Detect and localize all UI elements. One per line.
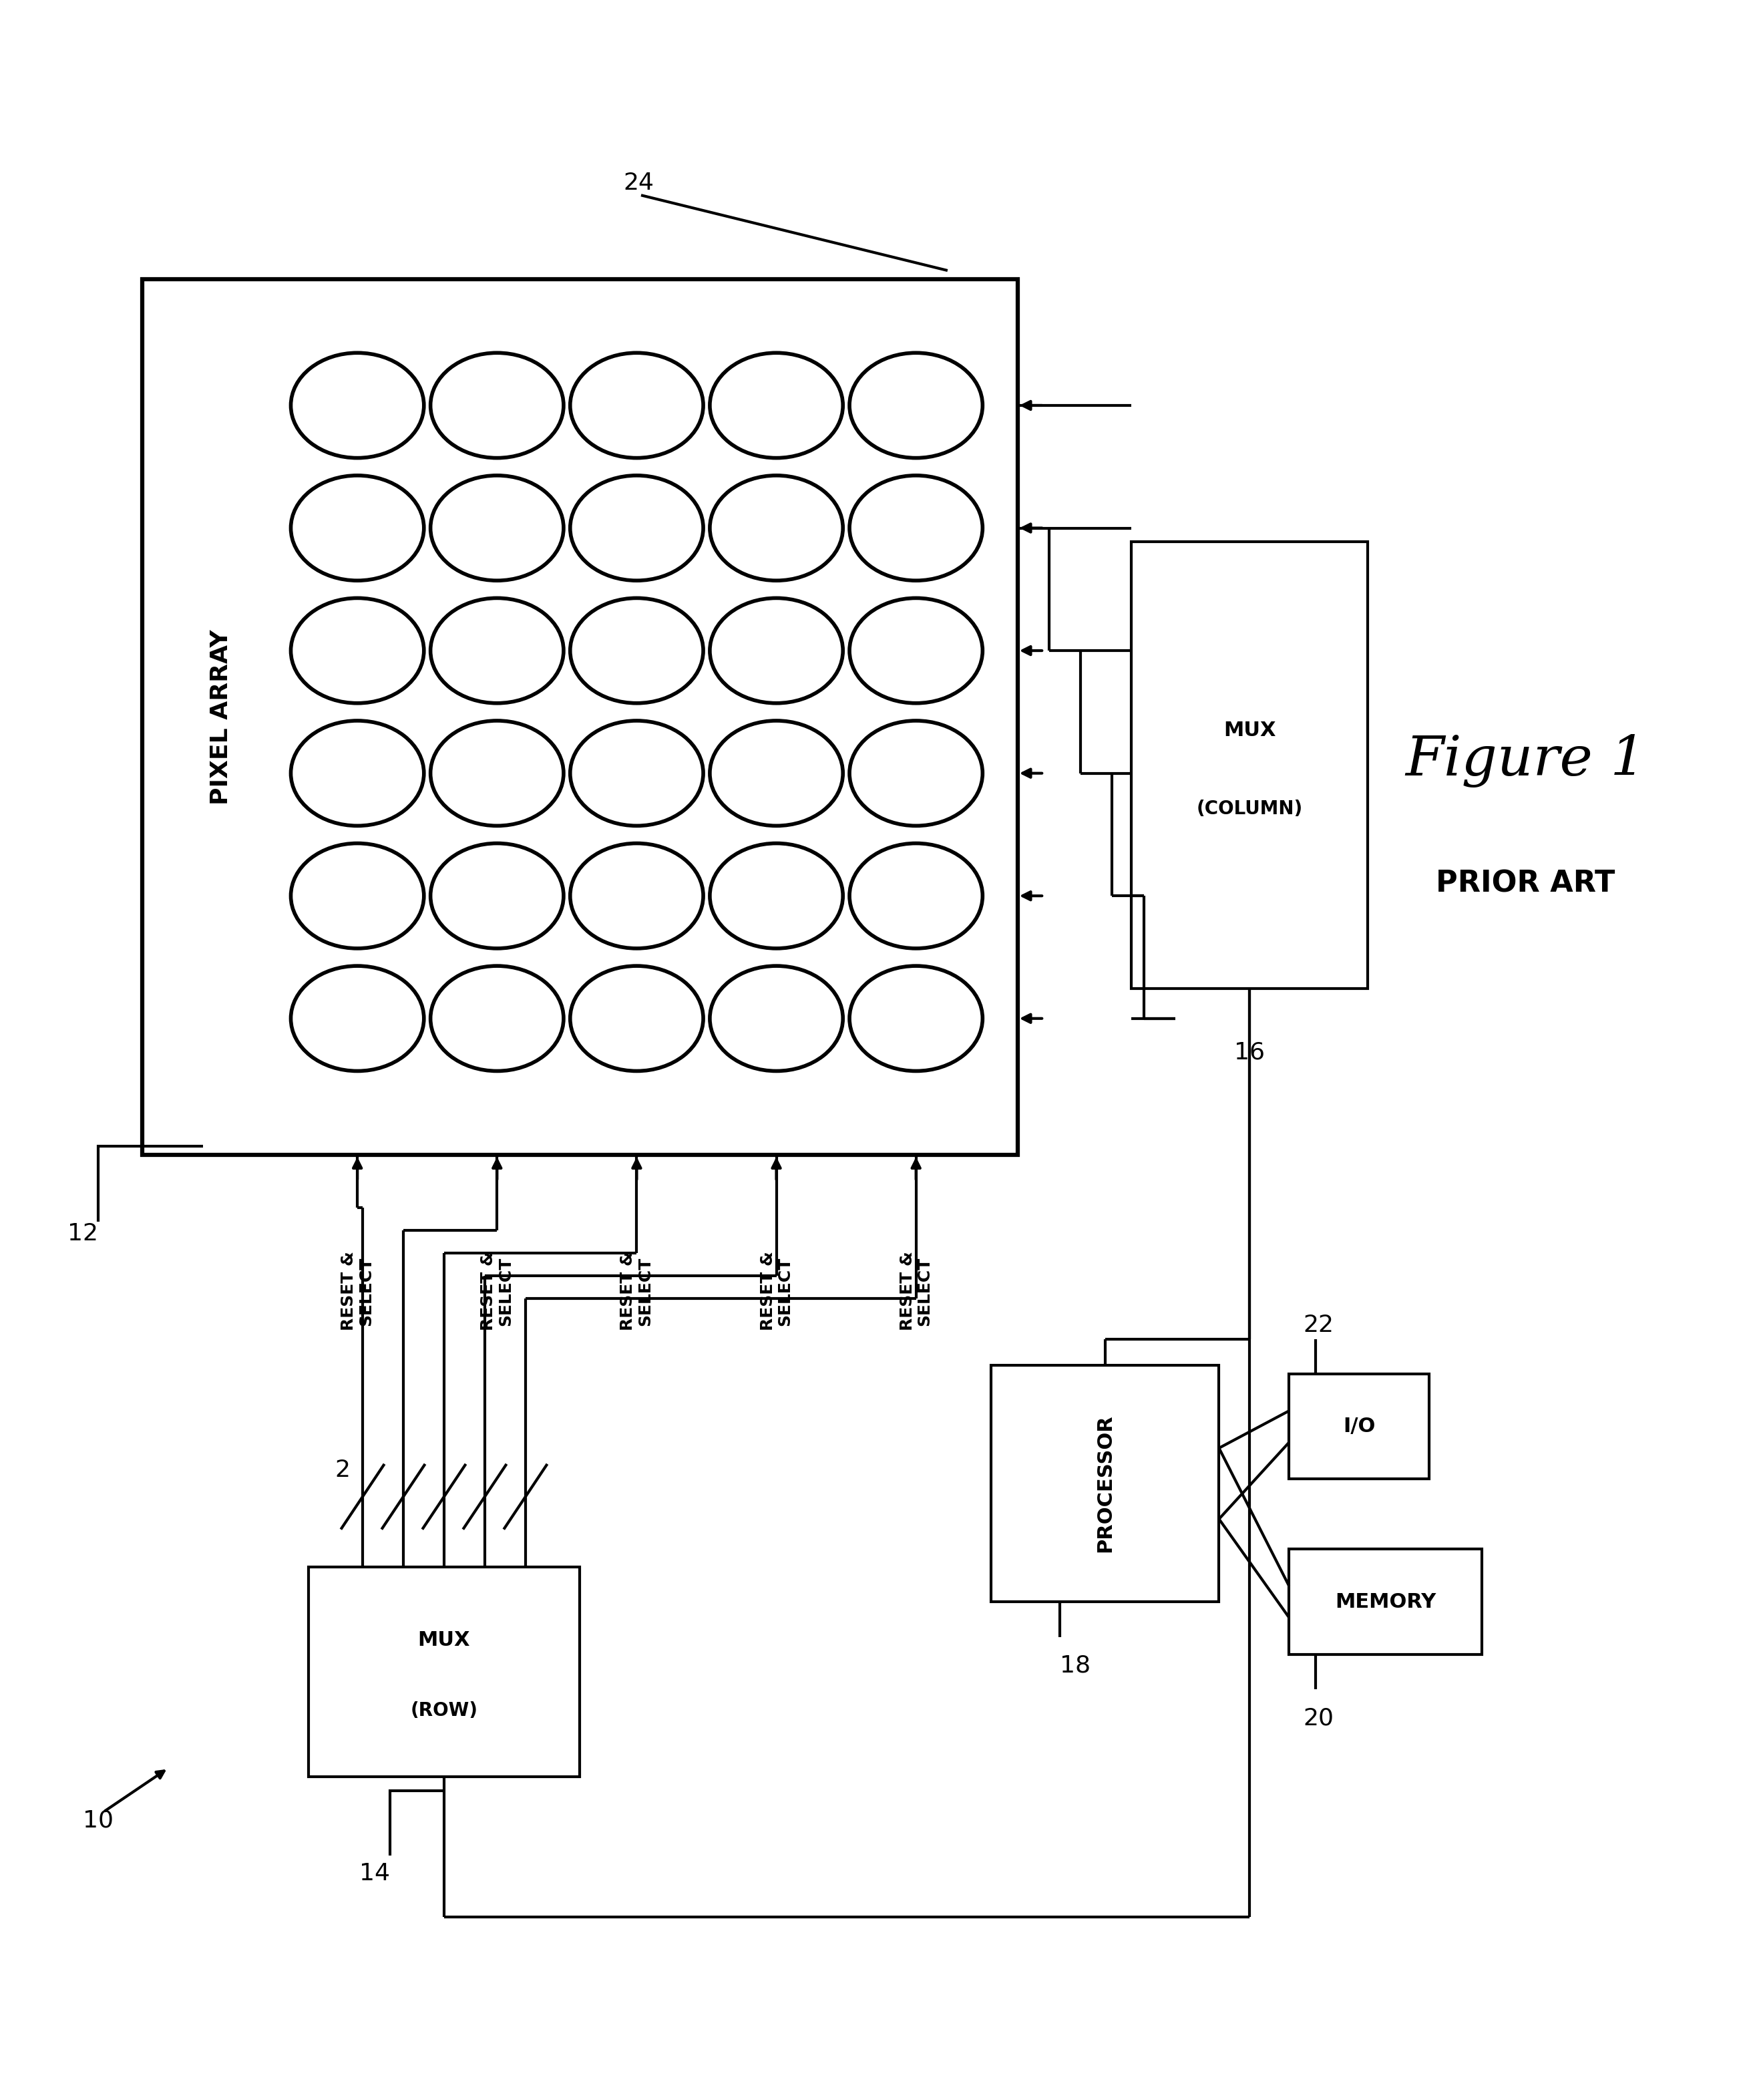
Text: MEMORY: MEMORY — [1336, 1592, 1436, 1611]
Text: RESET &
SELECT: RESET & SELECT — [481, 1252, 514, 1331]
Bar — [1290, 1550, 1481, 1655]
Bar — [142, 279, 1018, 1155]
Text: 22: 22 — [1302, 1315, 1334, 1336]
Text: 24: 24 — [623, 172, 655, 195]
Text: Figure 1: Figure 1 — [1406, 735, 1646, 787]
Text: 10: 10 — [82, 1810, 114, 1831]
Bar — [309, 1567, 579, 1777]
Text: RESET &
SELECT: RESET & SELECT — [620, 1252, 653, 1331]
Text: RESET &
SELECT: RESET & SELECT — [760, 1252, 793, 1331]
Text: 18: 18 — [1060, 1655, 1090, 1678]
Text: PIXEL ARRAY: PIXEL ARRAY — [209, 630, 232, 804]
Text: I/O: I/O — [1343, 1418, 1376, 1436]
Text: MUX: MUX — [418, 1630, 470, 1651]
Text: 14: 14 — [360, 1863, 390, 1884]
Text: PRIOR ART: PRIOR ART — [1436, 869, 1615, 899]
Text: 20: 20 — [1302, 1707, 1334, 1730]
Bar — [1290, 1373, 1429, 1478]
Text: 2: 2 — [335, 1459, 349, 1483]
Text: MUX: MUX — [1223, 720, 1276, 739]
Text: RESET &
SELECT: RESET & SELECT — [899, 1252, 932, 1331]
Text: 12: 12 — [67, 1222, 98, 1245]
Text: RESET &
SELECT: RESET & SELECT — [340, 1252, 374, 1331]
Text: (ROW): (ROW) — [411, 1701, 477, 1720]
Text: PROCESSOR: PROCESSOR — [1095, 1415, 1114, 1552]
Bar — [992, 1365, 1220, 1602]
Bar — [1132, 542, 1367, 989]
Text: (COLUMN): (COLUMN) — [1197, 800, 1302, 819]
Text: 16: 16 — [1234, 1042, 1265, 1065]
